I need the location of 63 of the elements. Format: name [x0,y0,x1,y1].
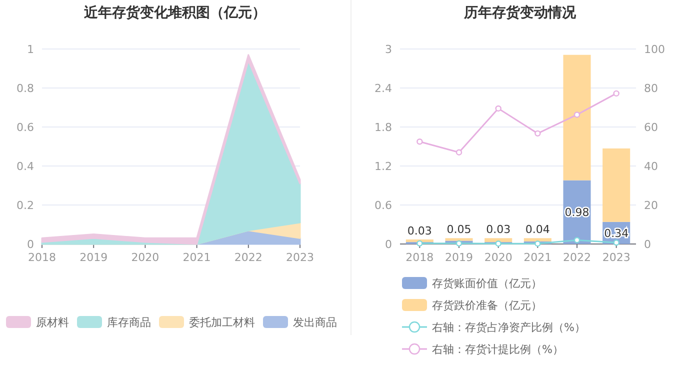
data-label: 0.98 [564,206,590,220]
y2-tick-label: 60 [644,121,658,134]
point [495,105,502,112]
bar [602,148,630,222]
point [456,240,462,247]
data-label: 0.05 [446,223,472,236]
y-tick-label: 0.6 [16,121,34,134]
legend-label: 库存商品 [107,316,151,329]
y-tick-label: 3 [385,43,392,56]
point [613,240,620,246]
y2-tick-label: 100 [644,43,665,56]
point [534,240,541,247]
y-tick-label: 1.2 [374,160,392,173]
bar [524,238,552,242]
legend-label: 原材料 [36,316,69,329]
chart-title: 近年存货变化堆积图（亿元） [83,4,266,21]
legend-label: 存货跌价准备（亿元） [432,299,542,312]
x-tick-label: 2018 [28,251,56,264]
y-tick-label: 0.2 [16,199,34,212]
legend-label: 右轴：存货计提比例（%） [432,343,564,356]
y-tick-label: 2.4 [374,82,392,95]
y-tick-label: 0.6 [374,199,392,212]
point [574,112,580,118]
point [574,237,580,244]
legend-label: 右轴：存货占净资产比例（%） [432,321,586,334]
point [613,90,620,97]
bar [484,238,512,242]
y-tick-label: 0.4 [16,160,34,173]
x-tick-label: 2021 [524,251,552,264]
point [416,138,423,145]
y-tick-label: 0.8 [16,82,34,95]
bar [445,238,473,241]
y2-tick-label: 0 [644,238,651,251]
data-label: 0.04 [525,223,550,236]
legend-label: 存货账面价值（亿元） [432,277,542,290]
x-tick-label: 2023 [602,251,630,264]
y-tick-label: 0 [27,238,34,251]
x-tick-label: 2022 [563,251,591,264]
x-tick-label: 2023 [286,251,314,264]
point [495,240,502,247]
bar [563,54,591,180]
x-tick-label: 2020 [131,251,160,264]
point [456,149,462,156]
y2-tick-label: 80 [644,82,658,95]
data-label: 0.34 [604,226,629,240]
y-tick-label: 1.8 [374,121,392,134]
x-tick-label: 2021 [182,251,211,264]
y-tick-label: 0 [385,238,392,251]
chart-title: 历年存货变动情况 [463,4,577,21]
x-tick-label: 2018 [406,251,434,264]
legend-label: 发出商品 [293,316,337,329]
data-label: 0.03 [407,224,432,238]
point [534,130,541,137]
x-tick-label: 2019 [445,251,473,264]
y2-tick-label: 40 [644,160,658,173]
data-label: 0.03 [486,223,511,236]
y2-tick-label: 20 [644,199,658,212]
x-tick-label: 2019 [80,251,108,264]
x-tick-label: 2022 [234,251,262,264]
x-tick-label: 2020 [484,251,512,264]
point [416,240,423,247]
legend-label: 委托加工材料 [189,316,255,329]
y-tick-label: 1 [27,43,34,56]
